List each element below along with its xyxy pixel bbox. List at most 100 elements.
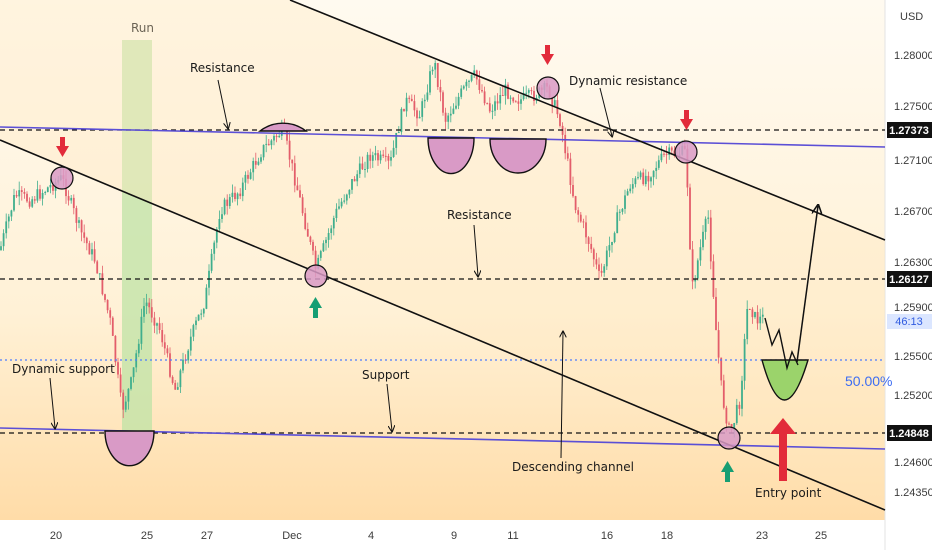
candle-body (436, 63, 439, 87)
price-tag-middle[interactable]: 1.26127 (887, 271, 932, 287)
candle-body (304, 213, 307, 229)
candle-body (520, 99, 522, 104)
candle-body (85, 237, 88, 244)
candle-body (101, 273, 104, 295)
candle-body (41, 193, 44, 199)
candle-body (743, 339, 746, 381)
candle-body (10, 210, 13, 217)
candle-body (572, 185, 574, 197)
candle-body (400, 108, 403, 133)
candle-body (670, 147, 673, 151)
x-tick-label: 4 (368, 530, 374, 542)
candle-body (340, 201, 343, 207)
candle-body (338, 206, 340, 209)
candle-body (397, 132, 400, 133)
candle-body (629, 188, 632, 192)
price-tag-upper[interactable]: 1.27373 (887, 122, 932, 138)
price-tag-lower[interactable]: 1.24848 (887, 425, 932, 441)
candle-body (473, 70, 476, 75)
y-tick-label: 1.27500 (894, 101, 932, 113)
candle-body (226, 199, 229, 206)
candle-body (117, 362, 119, 375)
red-down-arrow-3 (680, 110, 693, 130)
highlight-bowl-resistance-top (257, 122, 309, 132)
channel-upper-line (289, 0, 886, 241)
y-tick-label: 1.26700 (894, 206, 932, 218)
y-tick-label: 1.26300 (894, 257, 932, 269)
candle-body (122, 392, 125, 410)
candle-body (533, 90, 535, 101)
candle-body (343, 200, 346, 202)
y-tick-label: 1.27100 (894, 155, 932, 167)
highlight-bowl-support (104, 430, 155, 467)
leader-resistance-mid (473, 224, 478, 276)
candle-body (626, 191, 629, 196)
candle-body (46, 187, 49, 192)
candle-body (631, 184, 634, 189)
candle-body (434, 63, 437, 70)
candle-body (312, 241, 314, 251)
green-up-arrow-1 (309, 297, 322, 318)
y-tick-label: 1.25200 (894, 390, 932, 402)
candle-body (501, 95, 504, 96)
candle-body (163, 342, 166, 349)
price-tag-current[interactable]: 46:13 (887, 314, 932, 329)
candle-body (78, 220, 80, 223)
candle-body (98, 273, 101, 275)
leader-dynamic-support (49, 377, 55, 428)
candle-body (322, 243, 325, 252)
candle-body (746, 309, 749, 340)
candle-body (75, 208, 78, 223)
green-up-arrow-2 (721, 461, 734, 482)
candle-body (210, 253, 213, 271)
candle-body (67, 196, 70, 201)
candle-body (481, 90, 483, 92)
candle-body (621, 208, 624, 212)
x-tick-label: 25 (141, 530, 153, 542)
leader-support (386, 383, 392, 431)
candle-body (228, 197, 231, 206)
candle-body (696, 260, 699, 279)
candle-body (429, 71, 431, 93)
candle-body (179, 370, 182, 388)
candle-body (299, 190, 301, 198)
annotation-entry-point: Entry point (755, 486, 822, 500)
candle-body (595, 259, 598, 265)
candle-body (286, 128, 288, 141)
candle-body (49, 185, 52, 188)
candle-body (455, 105, 457, 109)
candle-body (569, 158, 572, 185)
candle-body (551, 97, 554, 106)
candle-body (699, 247, 702, 261)
touch-circle-1 (50, 166, 74, 190)
candle-body (660, 153, 663, 161)
candle-body (241, 182, 244, 197)
target-zone (761, 359, 809, 401)
candle-body (652, 170, 655, 178)
candle-body (44, 192, 47, 193)
candle-body (171, 376, 174, 383)
candle-body (756, 312, 759, 324)
candle-body (291, 159, 294, 164)
candle-body (5, 221, 8, 234)
candle-body (252, 161, 255, 173)
annotation-run: Run (131, 21, 154, 35)
candle-body (361, 163, 364, 170)
candle-body (611, 242, 613, 246)
candle-body (36, 189, 39, 201)
x-tick-label: 27 (201, 530, 213, 542)
candle-body (577, 210, 580, 215)
candle-body (195, 320, 197, 326)
y-tick-label: 1.25900 (894, 302, 932, 314)
candle-body (26, 193, 28, 202)
candle-body (189, 336, 192, 351)
candle-body (91, 249, 93, 255)
candle-body (374, 153, 377, 156)
candle-body (236, 193, 239, 200)
leader-descending-channel (561, 332, 563, 459)
candle-body (314, 250, 317, 269)
candle-body (18, 190, 21, 197)
candle-body (421, 101, 424, 117)
candle-body (465, 81, 468, 87)
